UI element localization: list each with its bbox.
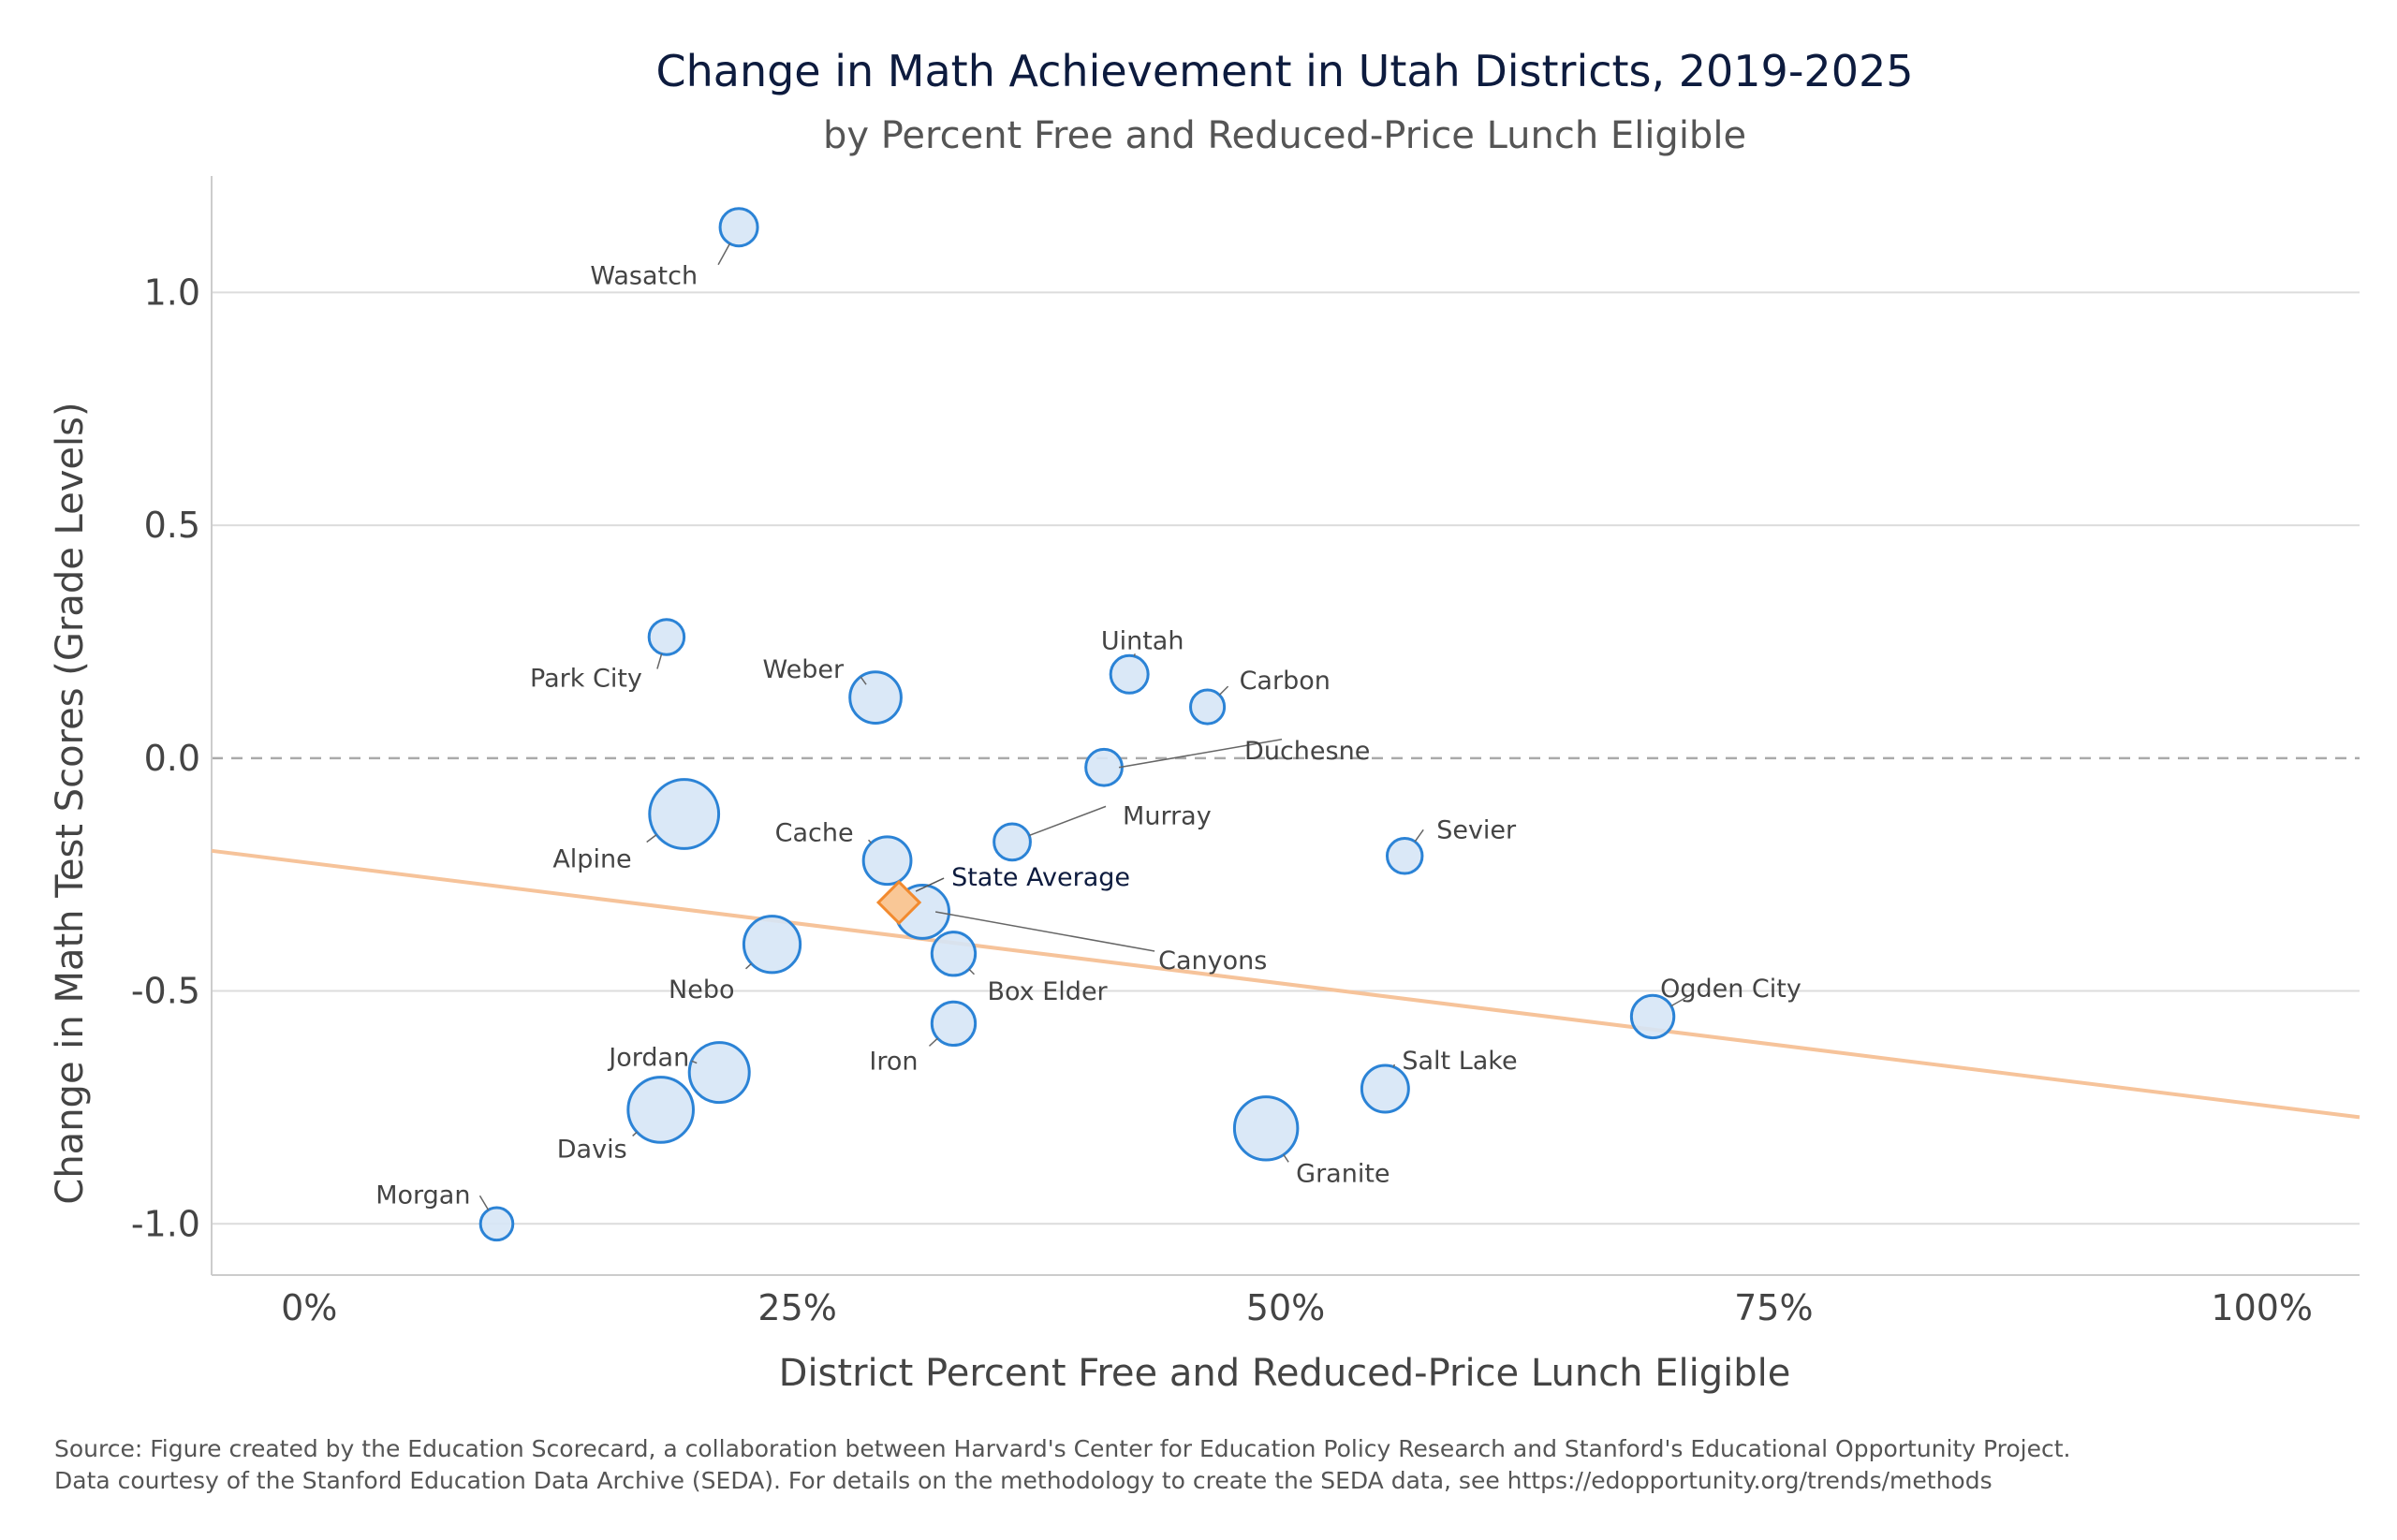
label-iron: Iron — [869, 1047, 918, 1076]
x-tick-label: 75% — [1734, 1287, 1813, 1328]
plot-axes — [211, 176, 2360, 1276]
leader-salt-lake — [1392, 1063, 1396, 1067]
leader-carbon — [1218, 685, 1229, 696]
chart-title: Change in Math Achievement in Utah Distr… — [655, 46, 1913, 96]
label-alpine: Alpine — [552, 845, 631, 874]
y-tick-label: -1.0 — [131, 1203, 200, 1244]
x-tick-label: 25% — [757, 1287, 836, 1328]
leader-ogden-city — [1670, 993, 1693, 1007]
data-points — [478, 207, 1676, 1242]
leader-uintah — [1133, 653, 1136, 657]
leader-granite — [1283, 1153, 1289, 1163]
label-uintah: Uintah — [1101, 626, 1184, 655]
leader-box-elder — [968, 968, 976, 975]
state-average-leader — [915, 877, 945, 892]
y-tick-label: 0.0 — [144, 738, 200, 779]
point-nebo — [742, 915, 802, 975]
y-axis-title: Change in Math Test Scores (Grade Levels… — [49, 402, 92, 1204]
leader-canyons — [934, 911, 1155, 952]
state-average-label: State Average — [951, 863, 1130, 892]
label-park-city: Park City — [530, 664, 642, 693]
leader-nebo — [745, 962, 752, 970]
point-alpine — [648, 778, 721, 850]
grid-lines — [212, 291, 2360, 1225]
point-uintah — [1109, 653, 1150, 695]
label-cache: Cache — [775, 818, 854, 847]
label-sevier: Sevier — [1436, 815, 1517, 844]
label-weber: Weber — [762, 655, 844, 684]
y-tick-label: 0.5 — [144, 505, 200, 546]
leader-murray — [1028, 805, 1107, 837]
leader-davis — [632, 1131, 638, 1137]
state-average-marker — [875, 879, 922, 926]
x-tick-label: 0% — [281, 1287, 337, 1328]
leader-jordan — [691, 1060, 698, 1064]
label-murray: Murray — [1123, 801, 1212, 830]
label-jordan: Jordan — [607, 1044, 689, 1073]
point-morgan — [478, 1206, 515, 1242]
point-cache — [861, 835, 913, 887]
label-carbon: Carbon — [1240, 667, 1331, 696]
point-wasatch — [718, 207, 759, 248]
label-salt-lake: Salt Lake — [1402, 1047, 1517, 1076]
point-granite — [1232, 1095, 1300, 1162]
point-ogden-city — [1629, 993, 1676, 1040]
label-davis: Davis — [557, 1135, 627, 1164]
y-tick-label: 1.0 — [144, 271, 200, 313]
point-salt-lake — [1360, 1063, 1410, 1114]
label-granite: Granite — [1296, 1159, 1390, 1188]
leader-park-city — [656, 653, 663, 669]
point-carbon — [1189, 688, 1227, 726]
point-iron — [930, 1000, 978, 1048]
x-axis-title: District Percent Free and Reduced-Price … — [779, 1352, 1791, 1395]
label-duchesne: Duchesne — [1244, 737, 1370, 766]
leader-sevier — [1414, 829, 1424, 843]
chart-subtitle: by Percent Free and Reduced-Price Lunch … — [823, 114, 1746, 157]
trend-line-group — [211, 848, 2360, 1120]
point-jordan — [687, 1041, 751, 1105]
leader-alpine — [646, 834, 657, 843]
label-nebo: Nebo — [669, 975, 734, 1005]
leader-cache — [868, 839, 873, 843]
point-labels: State Average Wasatch Park City Weber Uintah… — [375, 242, 1801, 1210]
point-box-elder — [930, 931, 978, 977]
x-tick-label: 50% — [1246, 1287, 1325, 1328]
label-box-elder: Box Elder — [987, 977, 1108, 1006]
source-note-line-2: Data courtesy of the Stanford Education … — [54, 1467, 1993, 1494]
point-murray — [993, 822, 1032, 862]
leader-iron — [928, 1037, 938, 1047]
point-park-city — [647, 618, 686, 656]
point-duchesne — [1084, 747, 1124, 787]
point-weber — [848, 670, 903, 726]
x-tick-label: 100% — [2211, 1287, 2313, 1328]
tick-labels: 1.0 0.5 0.0 -0.5 -1.0 0% 25% 50% 75% 100% — [131, 271, 2313, 1328]
trend-line — [211, 848, 2360, 1120]
leader-duchesne — [1118, 739, 1283, 769]
point-sevier — [1385, 837, 1424, 875]
leader-wasatch — [717, 242, 731, 266]
label-morgan: Morgan — [375, 1181, 470, 1210]
y-tick-label: -0.5 — [131, 971, 200, 1012]
leader-morgan — [478, 1195, 490, 1210]
point-davis — [626, 1076, 695, 1144]
label-canyons: Canyons — [1158, 946, 1267, 975]
label-ogden-city: Ogden City — [1660, 975, 1801, 1004]
source-note-line-1: Source: Figure created by the Education … — [54, 1435, 2071, 1462]
leader-weber — [860, 676, 867, 685]
label-wasatch: Wasatch — [590, 262, 698, 291]
